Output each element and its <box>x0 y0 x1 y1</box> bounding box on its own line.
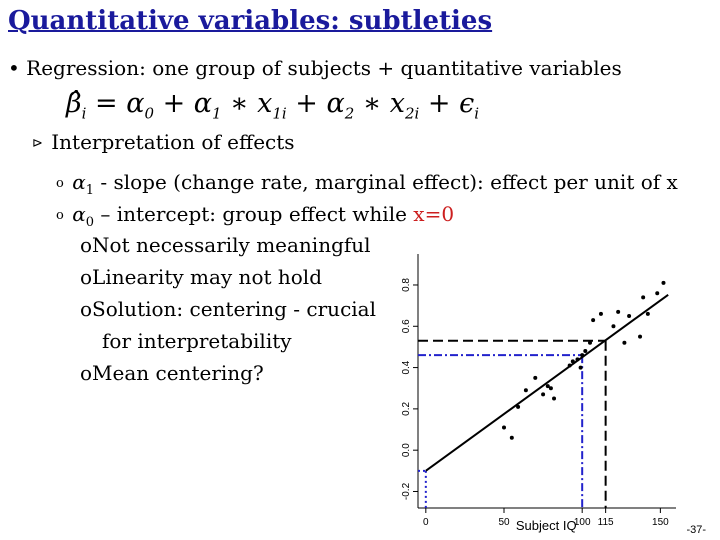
data-point <box>567 363 572 368</box>
circle-bullet-icon: o <box>56 176 64 191</box>
sub-item: oNot necessarily meaningful <box>80 233 371 257</box>
bullet-interpretation-text: Interpretation of effects <box>51 130 295 154</box>
bullet-regression: • Regression: one group of subjects + qu… <box>8 56 622 80</box>
alpha1-text: - slope (change rate, marginal effect): … <box>93 170 678 194</box>
data-point <box>661 280 666 285</box>
data-point <box>509 435 514 440</box>
slide-title: Quantitative variables: subtleties <box>8 6 493 36</box>
y-tick-label: 0.0 <box>401 443 412 457</box>
x-tick-label: 50 <box>498 517 510 528</box>
regression-formula: β̂i = α0 + α1 ∗ x1i + α2 ∗ x2i + ϵi <box>66 88 480 123</box>
data-point <box>570 359 575 364</box>
data-point <box>548 386 553 391</box>
data-point <box>533 375 538 380</box>
circle-bullet-icon: o <box>80 361 93 385</box>
alpha0-text: – intercept: group effect while <box>93 202 414 226</box>
sub-item: oMean centering? <box>80 361 264 385</box>
x-tick-label: 100 <box>574 517 591 528</box>
data-point <box>516 404 521 409</box>
sub-item-continuation: for interpretability <box>102 329 292 353</box>
data-point <box>583 349 588 354</box>
circle-bullet-icon: o <box>80 233 93 257</box>
data-point <box>622 340 627 345</box>
data-point <box>541 392 546 397</box>
iq-scatter-plot: -0.2 0.0 0.2 0.4 0.6 0.8 0 50 100 115 150 Subject I… <box>401 254 676 533</box>
circle-bullet-icon: o <box>56 208 64 223</box>
data-point <box>598 311 603 316</box>
data-point <box>591 318 596 323</box>
data-point <box>523 388 528 393</box>
data-point <box>641 295 646 300</box>
y-tick-label: 0.2 <box>401 401 412 415</box>
sub-item: oSolution: centering - crucial <box>80 297 376 321</box>
x-tick-label: 115 <box>598 517 614 528</box>
bullet-interpretation: ⊳ Interpretation of effects <box>32 130 295 154</box>
data-point <box>638 334 643 339</box>
page-number: -37- <box>686 524 706 536</box>
y-tick-label: -0.2 <box>401 482 412 500</box>
x-tick-label: 150 <box>652 517 669 528</box>
regression-line <box>425 293 669 472</box>
sub-item: oLinearity may not hold <box>80 265 322 289</box>
y-tick-label: 0.6 <box>401 319 412 333</box>
bullet-dot: • <box>8 56 20 80</box>
x-tick-label: 0 <box>423 517 429 528</box>
data-point <box>580 353 585 358</box>
bullet-regression-text: Regression: one group of subjects + quan… <box>26 56 622 80</box>
circle-bullet-icon: o <box>80 265 93 289</box>
data-point <box>616 309 621 314</box>
alpha0-condition: x=0 <box>413 202 455 226</box>
data-point <box>545 384 550 389</box>
data-point <box>611 324 616 329</box>
data-point <box>552 396 557 401</box>
data-point <box>588 340 592 345</box>
alpha0-item: o α0 – intercept: group effect while x=0 <box>56 202 455 230</box>
circle-bullet-icon: o <box>80 297 93 321</box>
y-tick-label: 0.8 <box>401 278 412 292</box>
x-axis-label: Subject IQ <box>516 518 577 533</box>
y-tick-label: 0.4 <box>401 360 412 374</box>
data-point <box>645 311 650 316</box>
data-point <box>502 425 506 430</box>
data-point <box>578 365 583 370</box>
alpha1-item: o α1 - slope (change rate, marginal effe… <box>56 170 678 198</box>
data-point <box>655 291 660 296</box>
bullet-arrow-icon: ⊳ <box>32 136 43 151</box>
data-point <box>627 313 632 318</box>
data-point <box>575 357 580 362</box>
